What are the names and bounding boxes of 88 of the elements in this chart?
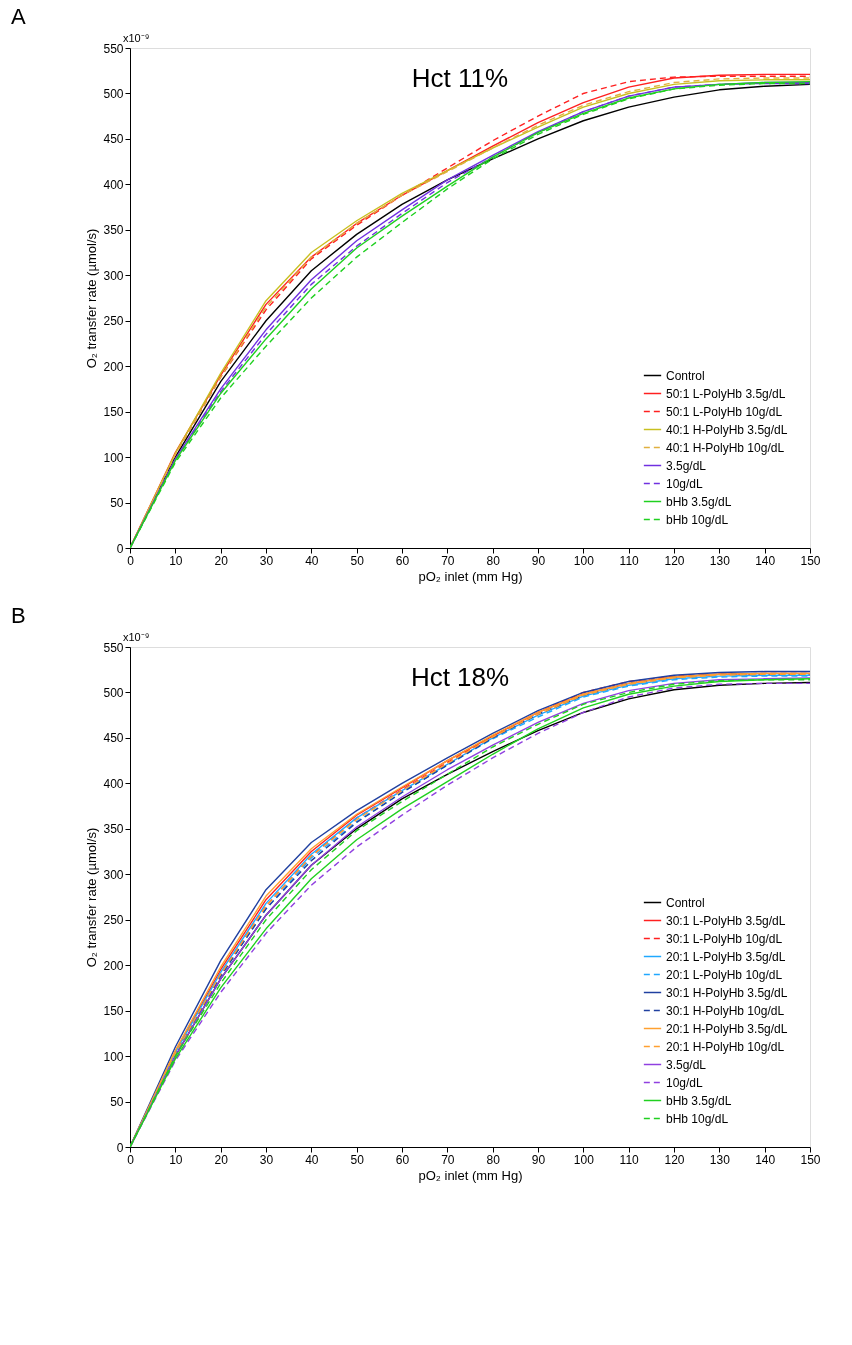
x-tick-label: 30: [259, 1152, 274, 1167]
legend-label: 50:1 L-PolyHb 3.5g/dL: [666, 386, 786, 401]
x-axis-title: pO₂ inlet (mm Hg): [418, 568, 523, 584]
y-tick-label: 350: [103, 822, 124, 837]
x-tick-label: 30: [259, 553, 274, 568]
annotation: Hct 18%: [410, 662, 510, 692]
y-tick-label: 300: [103, 268, 124, 283]
x-axis-title: pO₂ inlet (mm Hg): [418, 1167, 523, 1183]
x-tick-label: 140: [755, 1152, 776, 1167]
x-tick-label: 60: [395, 1152, 410, 1167]
y-tick-label: 0: [116, 1140, 124, 1155]
y-tick-label: 150: [103, 405, 124, 420]
legend-label: 20:1 L-PolyHb 3.5g/dL: [666, 949, 786, 964]
x-tick-label: 150: [800, 553, 821, 568]
y-axis-title: O₂ transfer rate (µmol/s): [84, 827, 100, 968]
x-tick-label: 80: [486, 1152, 501, 1167]
y-tick-label: 100: [103, 450, 124, 465]
x-tick-label: 110: [619, 1152, 640, 1167]
legend-label: 10g/dL: [666, 476, 704, 491]
legend-label: 40:1 H-PolyHb 3.5g/dL: [666, 422, 788, 437]
y-tick-label: 500: [103, 685, 124, 700]
y-tick-label: 150: [103, 1004, 124, 1019]
y-tick-label: 450: [103, 132, 124, 147]
y-tick-label: 250: [103, 314, 124, 329]
y-tick-label: 50: [110, 1095, 124, 1110]
x-tick-label: 0: [127, 553, 135, 568]
y-tick-label: 450: [103, 731, 124, 746]
y-tick-label: 550: [103, 640, 124, 655]
legend-label: 30:1 H-PolyHb 3.5g/dL: [666, 985, 788, 1000]
x-tick-label: 20: [214, 1152, 229, 1167]
text: x10⁻⁹: [123, 32, 150, 44]
legend-label: 20:1 L-PolyHb 10g/dL: [666, 967, 783, 982]
legend-label: Control: [666, 368, 705, 383]
x-tick-label: 20: [214, 553, 229, 568]
x-tick-label: 10: [169, 553, 183, 568]
y-axis-title: O₂ transfer rate (µmol/s): [84, 228, 100, 369]
legend-label: 30:1 H-PolyHb 10g/dL: [666, 1003, 785, 1018]
legend-label: bHb 10g/dL: [666, 1111, 729, 1126]
x-tick-label: 50: [350, 553, 365, 568]
y-tick-label: 100: [103, 1049, 124, 1064]
x-tick-label: 130: [709, 553, 731, 568]
y-tick-label: 350: [103, 223, 124, 238]
y-tick-label: 200: [103, 958, 124, 973]
annotation: Hct 11%: [411, 63, 509, 93]
legend-label: 3.5g/dL: [666, 1057, 707, 1072]
x-tick-label: 40: [305, 553, 319, 568]
x-tick-label: 130: [709, 1152, 731, 1167]
y-tick-label: 400: [103, 776, 124, 791]
x-tick-label: 120: [664, 1152, 685, 1167]
legend-label: bHb 3.5g/dL: [666, 494, 732, 509]
legend-label: Control: [666, 895, 705, 910]
y-tick-label: 250: [103, 913, 124, 928]
y-tick-label: 0: [116, 541, 124, 556]
x-tick-label: 140: [755, 553, 776, 568]
y-tick-label: 200: [103, 359, 124, 374]
x-tick-label: 90: [531, 1152, 546, 1167]
legend-label: 30:1 L-PolyHb 10g/dL: [666, 931, 783, 946]
x-tick-label: 50: [350, 1152, 365, 1167]
x-tick-label: 100: [573, 1152, 595, 1167]
x-tick-label: 80: [486, 553, 501, 568]
x-tick-label: 40: [305, 1152, 319, 1167]
legend-label: 10g/dL: [666, 1075, 704, 1090]
x-tick-label: 70: [441, 1152, 455, 1167]
chart-title: B: [10, 603, 26, 628]
legend-label: 30:1 L-PolyHb 3.5g/dL: [666, 913, 786, 928]
x-tick-label: 150: [800, 1152, 821, 1167]
y-tick-label: 50: [110, 496, 124, 511]
legend-label: 50:1 L-PolyHb 10g/dL: [666, 404, 783, 419]
x-tick-label: 90: [531, 553, 546, 568]
x-tick-label: 60: [395, 553, 410, 568]
y-tick-label: 300: [103, 867, 124, 882]
x-tick-label: 70: [441, 553, 455, 568]
x-tick-label: 10: [169, 1152, 183, 1167]
text: x10⁻⁹: [123, 631, 150, 643]
x-tick-label: 120: [664, 553, 685, 568]
x-tick-label: 0: [127, 1152, 135, 1167]
legend-label: 20:1 H-PolyHb 3.5g/dL: [666, 1021, 788, 1036]
y-tick-label: 400: [103, 177, 124, 192]
legend-label: 40:1 H-PolyHb 10g/dL: [666, 440, 785, 455]
x-tick-label: 100: [573, 553, 595, 568]
legend-label: bHb 10g/dL: [666, 512, 729, 527]
legend-label: 3.5g/dL: [666, 458, 707, 473]
y-tick-label: 550: [103, 41, 124, 56]
legend-label: bHb 3.5g/dL: [666, 1093, 732, 1108]
chart-title: A: [10, 4, 26, 29]
x-tick-label: 110: [619, 553, 640, 568]
y-tick-label: 500: [103, 86, 124, 101]
legend-label: 20:1 H-PolyHb 10g/dL: [666, 1039, 785, 1054]
